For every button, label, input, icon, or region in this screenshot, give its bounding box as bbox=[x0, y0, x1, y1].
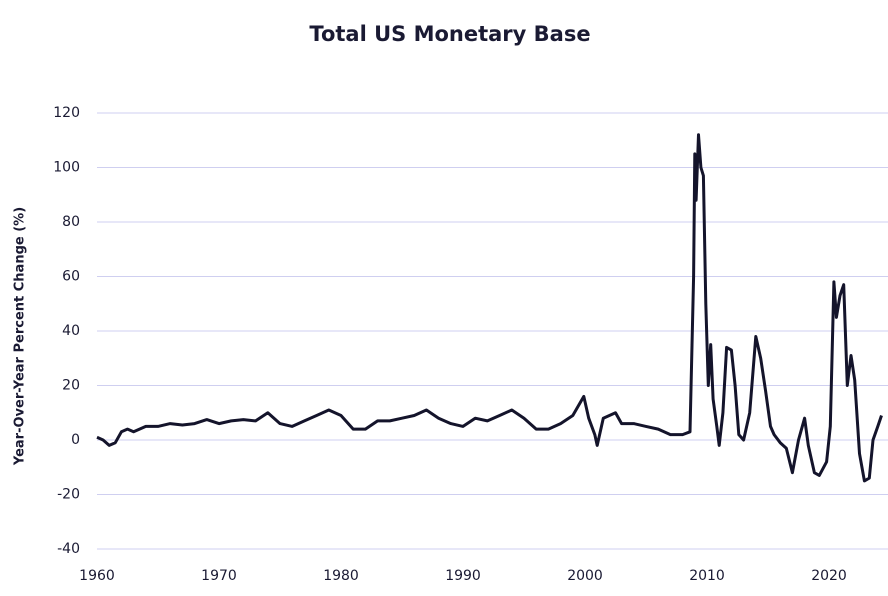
y-tick-label: 20 bbox=[62, 378, 80, 394]
x-tick-label: 1970 bbox=[201, 568, 237, 584]
y-tick-label: 120 bbox=[53, 105, 80, 121]
y-tick-label: 80 bbox=[62, 214, 80, 230]
y-axis-label: Year-Over-Year Percent Change (%) bbox=[13, 207, 28, 466]
x-tick-label: 2020 bbox=[811, 568, 847, 584]
x-tick-label: 1960 bbox=[79, 568, 115, 584]
y-tick-label: 60 bbox=[62, 269, 80, 285]
y-tick-label: 0 bbox=[71, 432, 80, 448]
y-tick-label: -40 bbox=[57, 541, 80, 557]
x-tick-label: 1990 bbox=[445, 568, 481, 584]
data-line bbox=[96, 133, 883, 483]
chart-title: Total US Monetary Base bbox=[309, 22, 590, 46]
y-tick-label: -20 bbox=[57, 487, 80, 503]
x-tick-label: 1980 bbox=[323, 568, 359, 584]
x-tick-label: 2010 bbox=[689, 568, 725, 584]
y-tick-label: 40 bbox=[62, 323, 80, 339]
y-tick-label: 100 bbox=[53, 160, 80, 176]
x-tick-label: 2000 bbox=[567, 568, 603, 584]
